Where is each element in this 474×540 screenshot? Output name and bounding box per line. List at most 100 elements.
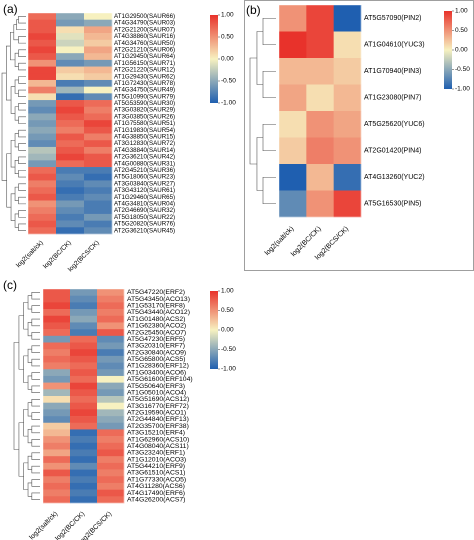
- heatmap-panel-c: (c) AT5G47220(ERF2)AT5G43450(ACO13)AT1G53…: [3, 278, 236, 540]
- heatmap-cell: [43, 362, 71, 370]
- heatmap-cell: [28, 59, 57, 67]
- heatmap-cell: [70, 389, 98, 397]
- heatmap-cell: [56, 126, 85, 134]
- heatmap-cell: [56, 66, 85, 74]
- heatmap-cell: [84, 59, 113, 67]
- heatmap-cell: [56, 187, 85, 195]
- panel-label: (b): [246, 3, 261, 17]
- heatmap-cell: [70, 295, 98, 303]
- heatmap-cell: [84, 180, 113, 188]
- row-label: AT2G30840(ACO9): [127, 349, 186, 356]
- row-label: AT5G50640(ERF3): [127, 383, 185, 390]
- heatmap-cell: [70, 349, 98, 357]
- row-label: AT1G28360(ERF12): [127, 363, 189, 370]
- heatmap-cell: [70, 355, 98, 363]
- heatmap-cell: [306, 58, 334, 85]
- row-label: AT3G12830(SAUR72): [114, 140, 175, 147]
- heatmap-cell: [28, 180, 57, 188]
- row-label: AT1G29430(SAUR62): [114, 73, 175, 80]
- heatmap-cell: [28, 160, 57, 168]
- heatmap-cell: [306, 111, 334, 138]
- row-label: AT4G34790(SAUR03): [114, 20, 175, 27]
- heatmap-cell: [97, 396, 125, 403]
- row-label: AT2G35700(ERF38): [127, 423, 189, 430]
- row-label: AT5G18060(SAUR23): [114, 174, 175, 181]
- heatmap-cell: [70, 469, 98, 477]
- row-label: AT1G23080(PIN7): [364, 95, 421, 102]
- heatmap-cell: [28, 126, 57, 134]
- heatmap-cell: [28, 13, 57, 20]
- heatmap-cell: [70, 456, 98, 464]
- colorbar-tick-label: 1.00: [455, 8, 468, 15]
- heatmap-cell: [84, 13, 113, 20]
- colorbar: [210, 291, 218, 369]
- colorbar-tick-label: 1.00: [221, 12, 234, 19]
- heatmap-cell: [28, 93, 57, 101]
- heatmap-cell: [279, 84, 307, 112]
- heatmap-cell: [28, 86, 57, 94]
- heatmap-cell: [70, 289, 98, 296]
- heatmap-cell: [70, 322, 98, 330]
- heatmap-cell: [97, 476, 125, 484]
- heatmap-cell: [56, 19, 85, 27]
- heatmap-cell: [43, 449, 71, 457]
- heatmap-cell: [70, 482, 98, 490]
- heatmap-cell: [70, 489, 98, 497]
- heatmap-frame: [42, 288, 125, 504]
- colorbar-tick-label: -1.00: [455, 86, 470, 93]
- heatmap-cell: [43, 442, 71, 450]
- heatmap-cell: [70, 462, 98, 470]
- heatmap-cell: [28, 146, 57, 154]
- row-label: AT4G38840(SAUR14): [114, 147, 175, 154]
- row-label: AT4G34750(SAUR49): [114, 87, 175, 94]
- heatmap-cell: [306, 31, 334, 59]
- heatmap-cell: [97, 362, 125, 370]
- heatmap-cell: [84, 106, 113, 114]
- heatmap-cell: [70, 375, 98, 383]
- row-label: AT3G61510(ACS1): [127, 470, 185, 477]
- heatmap-cell: [56, 173, 85, 181]
- row-label: AT5G57090(PIN2): [364, 15, 421, 22]
- row-label: AT5G51690(ACS12): [127, 396, 189, 403]
- heatmap-cell: [56, 227, 85, 235]
- heatmap-cell: [84, 167, 113, 175]
- colorbar-tick-label: 0.00: [455, 47, 468, 54]
- heatmap-cell: [28, 106, 57, 114]
- heatmap-cell: [43, 409, 71, 417]
- heatmap-cell: [84, 113, 113, 121]
- heatmap-cell: [84, 207, 113, 215]
- colorbar-tick-label: -1.00: [221, 366, 236, 373]
- heatmap-cell: [84, 100, 113, 108]
- heatmap-cell: [306, 5, 334, 32]
- colorbar-tick-label: 0.00: [221, 56, 234, 63]
- heatmap-cell: [43, 302, 71, 310]
- heatmap-cell: [43, 295, 71, 303]
- heatmap-cell: [97, 375, 125, 383]
- heatmap-cell: [70, 449, 98, 457]
- heatmap-cell: [333, 164, 362, 191]
- heatmap-cell: [84, 33, 113, 41]
- heatmap-cell: [43, 355, 71, 363]
- heatmap-panel-b: (b) AT5G57090(PIN2) AT1G04610(YUC3) AT1G709…: [244, 0, 474, 271]
- heatmap-cell: [97, 389, 125, 397]
- heatmap-cell: [84, 213, 113, 221]
- heatmap-cell: [56, 39, 85, 47]
- row-label: AT1G03400(ACO6): [127, 369, 186, 376]
- heatmap-cell: [333, 31, 362, 59]
- heatmap-cell: [84, 73, 113, 81]
- colorbar-tick-label: -0.50: [221, 346, 236, 353]
- heatmap-cell: [84, 120, 113, 128]
- heatmap-cell: [84, 46, 113, 54]
- heatmap-cell: [97, 482, 125, 490]
- heatmap-cell: [43, 456, 71, 464]
- heatmap-cell: [56, 33, 85, 41]
- heatmap-cell: [56, 113, 85, 121]
- heatmap-cell: [333, 111, 362, 138]
- heatmap-cell: [84, 140, 113, 148]
- heatmap-panel-a: (a)AT1G29500(SAUR66)AT4G34790(SAUR03)AT2…: [1, 2, 236, 273]
- heatmap-cell: [43, 482, 71, 490]
- heatmap-cell: [84, 220, 113, 228]
- heatmap-cell: [97, 335, 125, 343]
- row-label: AT1G04610(YUC3): [364, 42, 425, 49]
